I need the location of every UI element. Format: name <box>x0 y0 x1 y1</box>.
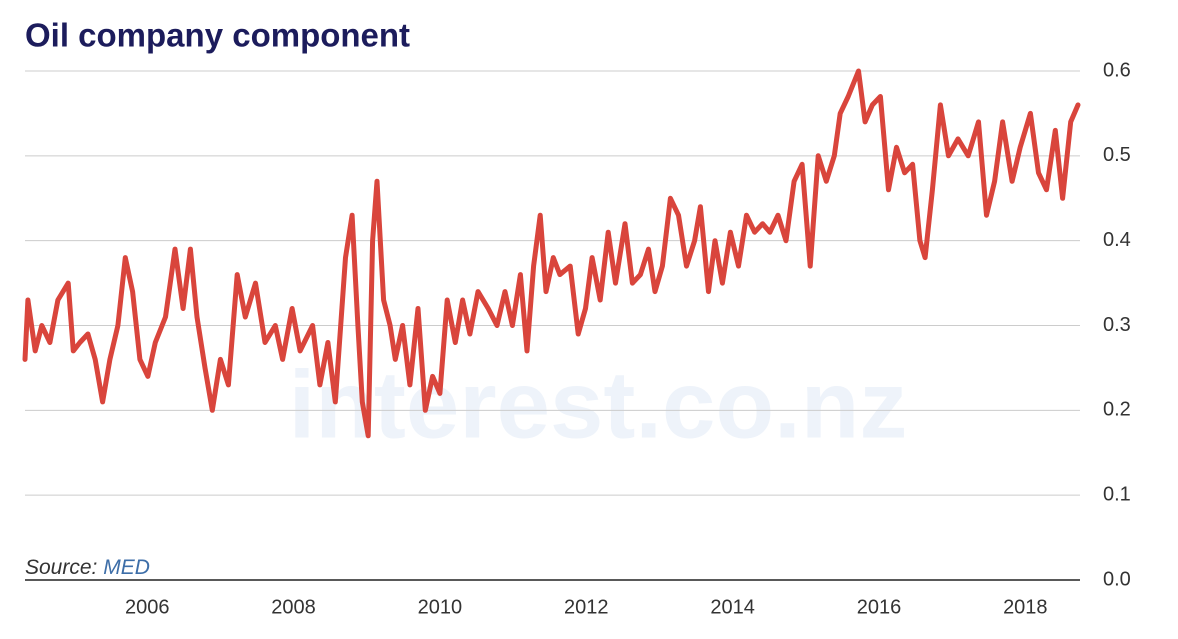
y-tick-label: 0.0 <box>1103 568 1131 590</box>
y-tick-label: 0.2 <box>1103 399 1131 421</box>
x-tick-label: 2008 <box>271 596 316 618</box>
y-tick-label: 0.1 <box>1103 483 1131 505</box>
y-tick-label: 0.5 <box>1103 144 1131 166</box>
chart-title: Oil company component <box>25 17 410 54</box>
data-line <box>22 68 1081 439</box>
plot-area <box>22 68 1081 439</box>
source-label: Source: <box>25 556 97 579</box>
y-tick-label: 0.6 <box>1103 59 1131 81</box>
y-tick-label: 0.3 <box>1103 314 1131 336</box>
x-tick-label: 2016 <box>857 596 902 618</box>
y-tick-label: 0.4 <box>1103 229 1131 251</box>
x-tick-label: 2010 <box>418 596 463 618</box>
watermark: interest.co.nz <box>289 351 908 458</box>
source: Source: MED <box>25 556 150 579</box>
x-tick-label: 2018 <box>1003 596 1048 618</box>
grid: 0.0 0.1 0.2 0.3 0.4 0.5 0.6 2006 2008 2010 2012 201… <box>25 59 1131 618</box>
source-link[interactable]: MED <box>103 556 150 579</box>
x-tick-label: 2006 <box>125 596 170 618</box>
x-tick-label: 2014 <box>710 596 755 618</box>
x-tick-label: 2012 <box>564 596 609 618</box>
